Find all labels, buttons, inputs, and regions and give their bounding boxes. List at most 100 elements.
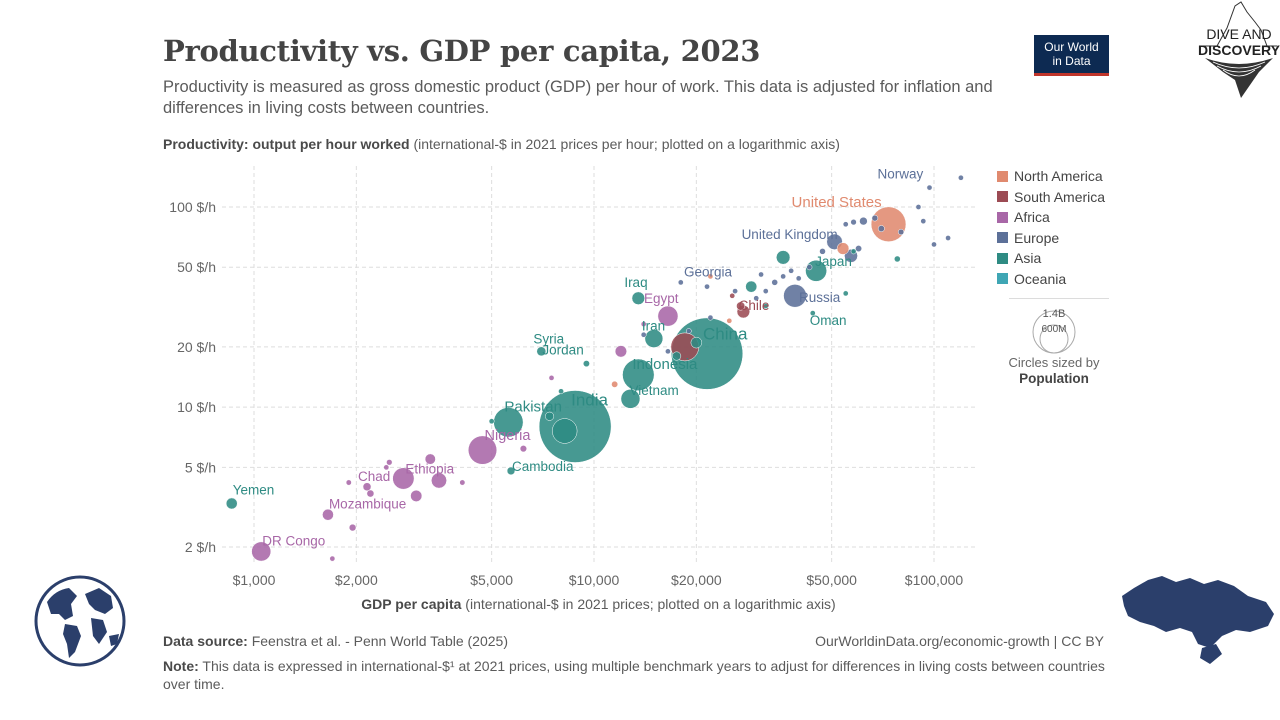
point-label-pakistan: Pakistan xyxy=(504,398,562,415)
data-point xyxy=(348,523,357,532)
legend-label: North America xyxy=(1014,168,1103,185)
point-label-nigeria: Nigeria xyxy=(485,428,532,444)
data-point xyxy=(753,295,760,302)
data-point-russia xyxy=(783,284,807,308)
data-point xyxy=(640,331,647,338)
data-point-iran xyxy=(644,329,664,348)
data-point xyxy=(459,479,466,486)
data-point xyxy=(424,453,436,465)
data-point xyxy=(836,242,850,255)
data-point xyxy=(771,279,778,286)
data-point xyxy=(745,280,758,293)
size-legend: 1.4B 600M xyxy=(1000,305,1108,360)
data-point xyxy=(431,472,447,489)
data-point xyxy=(945,235,951,241)
data-point xyxy=(726,317,733,324)
y-tick-label: 5 $/h xyxy=(185,459,216,475)
data-point xyxy=(842,221,849,228)
data-point xyxy=(614,345,627,358)
data-point xyxy=(859,216,868,226)
data-point xyxy=(410,489,423,502)
data-point xyxy=(850,219,857,226)
x-axis-title-bold: GDP per capita xyxy=(361,596,462,612)
dive-and-discovery-logo: DIVE AND DISCOVERY xyxy=(1197,0,1280,100)
note-label: Note: xyxy=(163,658,199,674)
legend-swatch xyxy=(997,191,1008,203)
data-point xyxy=(795,275,802,282)
y-tick-label: 2 $/h xyxy=(185,539,216,555)
data-point xyxy=(640,321,647,327)
data-point xyxy=(729,292,736,299)
x-tick-label: $2,000 xyxy=(335,572,378,588)
y-axis-title-bold: Productivity: output per hour worked xyxy=(163,136,410,152)
legend-item-africa[interactable]: Africa xyxy=(997,207,1105,228)
point-label-ethiopia: Ethiopia xyxy=(405,461,454,476)
legend-item-asia[interactable]: Asia xyxy=(997,248,1105,269)
point-label-mozambique: Mozambique xyxy=(329,497,406,512)
data-point-iraq xyxy=(631,291,645,305)
y-axis-title-rest: (international-$ in 2021 prices per hour… xyxy=(413,136,840,152)
data-point-oman xyxy=(809,310,816,316)
point-label-indonesia: Indonesia xyxy=(632,356,698,373)
note-text: This data is expressed in international-… xyxy=(163,658,1105,692)
data-point xyxy=(329,555,336,562)
legend-swatch xyxy=(997,273,1008,285)
data-point xyxy=(386,459,393,466)
data-point-indonesia xyxy=(622,358,655,391)
legend-label: Oceania xyxy=(1014,270,1067,287)
data-point xyxy=(776,250,791,265)
data-point xyxy=(552,418,578,444)
data-point xyxy=(877,225,885,233)
data-point xyxy=(894,255,901,263)
ukraine-map-icon xyxy=(1122,576,1274,664)
legend-swatch xyxy=(997,232,1008,244)
data-point xyxy=(677,279,684,286)
point-label-georgia: Georgia xyxy=(684,265,733,280)
data-point xyxy=(345,479,352,486)
data-point xyxy=(915,204,922,210)
legend-item-south-america[interactable]: South America xyxy=(997,187,1105,208)
owid-logo[interactable]: Our World in Data xyxy=(1034,35,1109,76)
size-legend-small: 600M xyxy=(1041,324,1066,335)
y-tick-label: 50 $/h xyxy=(177,259,216,275)
size-caption: Circles sized by Population xyxy=(1000,355,1108,387)
chart-title: Productivity vs. GDP per capita, 2023 xyxy=(163,34,761,68)
legend-divider xyxy=(1009,298,1109,299)
point-label-cambodia: Cambodia xyxy=(512,459,574,474)
data-point xyxy=(545,411,555,421)
x-tick-label: $1,000 xyxy=(233,572,276,588)
data-point xyxy=(920,218,927,224)
globe-icon xyxy=(34,575,126,667)
data-point xyxy=(672,351,682,361)
source-text[interactable]: Feenstra et al. - Penn World Table (2025… xyxy=(251,633,508,649)
dd-line1: DIVE AND xyxy=(1206,26,1272,42)
data-point xyxy=(780,273,786,280)
footnote: Note: This data is expressed in internat… xyxy=(163,657,1113,693)
chart-subtitle: Productivity is measured as gross domest… xyxy=(163,78,993,117)
region-legend: North America South America Africa Europ… xyxy=(997,166,1105,289)
point-label-dr-congo: DR Congo xyxy=(262,533,325,548)
legend-item-north-america[interactable]: North America xyxy=(997,166,1105,187)
legend-swatch xyxy=(997,170,1008,182)
legend-item-europe[interactable]: Europe xyxy=(997,228,1105,249)
data-point xyxy=(931,241,937,248)
data-point-united-states xyxy=(870,206,907,242)
y-tick-label: 100 $/h xyxy=(169,199,216,215)
data-point xyxy=(707,273,714,280)
legend-label: Africa xyxy=(1014,209,1050,226)
legend-swatch xyxy=(997,252,1008,264)
data-point xyxy=(690,336,703,349)
data-point-jordan xyxy=(583,360,590,368)
data-source: Data source: Feenstra et al. - Penn Worl… xyxy=(163,633,508,649)
legend-label: Asia xyxy=(1014,250,1042,267)
license-link[interactable]: OurWorldinData.org/economic-growth | CC … xyxy=(815,633,1104,649)
data-point xyxy=(366,489,375,498)
legend-item-oceania[interactable]: Oceania xyxy=(997,269,1105,290)
mountain-icon xyxy=(1203,1,1277,98)
point-label-iran: Iran xyxy=(642,319,665,334)
data-point xyxy=(762,288,769,294)
data-point-egypt xyxy=(657,305,679,327)
source-label: Data source: xyxy=(163,633,248,649)
point-label-india: India xyxy=(571,391,608,410)
